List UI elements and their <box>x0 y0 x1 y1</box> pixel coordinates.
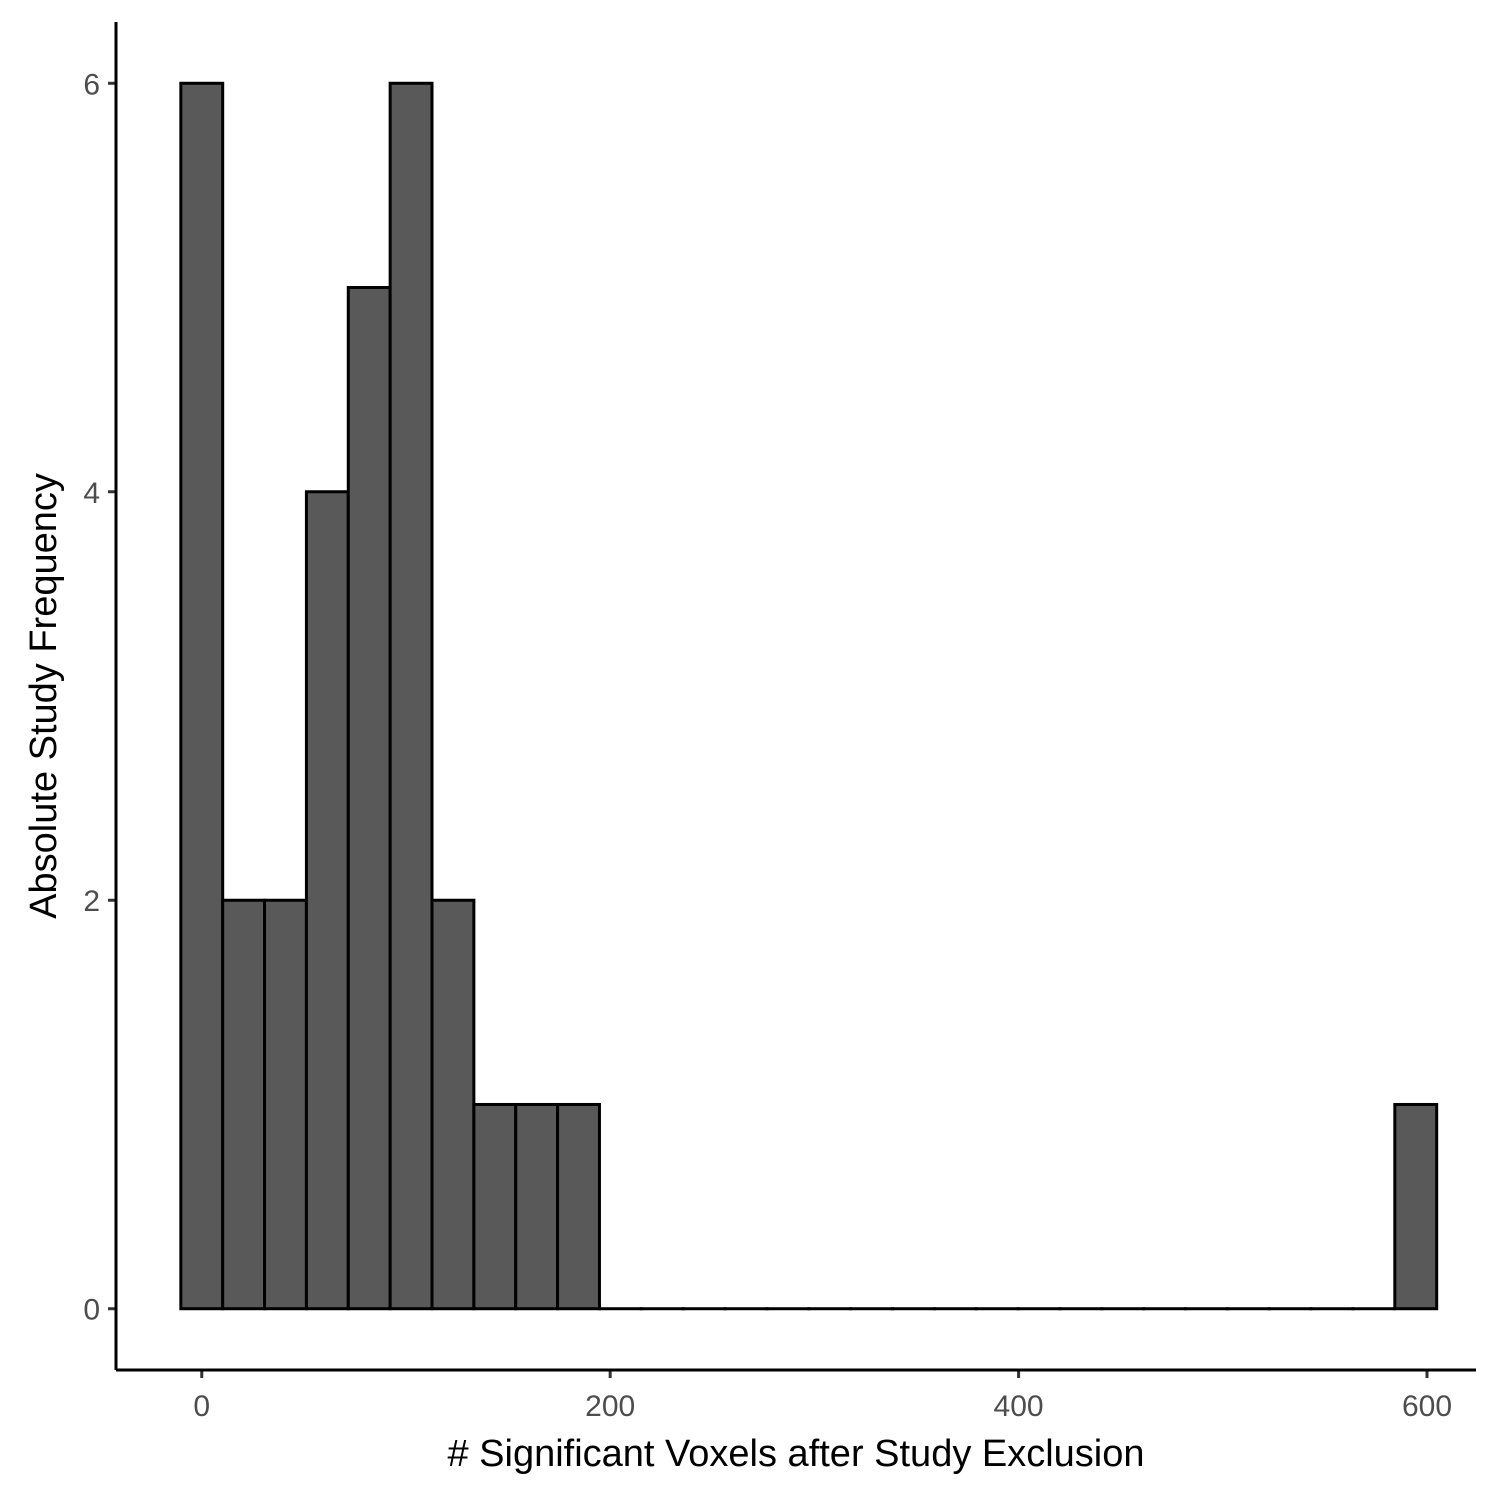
y-tick-label: 4 <box>83 477 100 510</box>
x-tick-label: 400 <box>994 1390 1044 1423</box>
histogram-bar <box>556 1102 601 1311</box>
y-tick-label: 0 <box>83 1294 100 1327</box>
histogram-bar <box>430 898 476 1311</box>
histogram-bar <box>179 81 225 1311</box>
x-tick-label: 200 <box>585 1390 635 1423</box>
histogram-bar <box>1393 1102 1439 1311</box>
histogram-bar <box>346 286 392 1311</box>
y-axis-title: Absolute Study Frequency <box>23 473 65 919</box>
x-axis-ticks: 0 200 400 600 <box>193 1370 1452 1423</box>
histogram-bar <box>472 1102 518 1311</box>
bars-group <box>179 81 1439 1311</box>
histogram-bar <box>263 898 308 1311</box>
x-tick-label: 0 <box>193 1390 210 1423</box>
histogram-bar <box>388 81 434 1311</box>
y-tick-label: 2 <box>83 885 100 918</box>
x-tick-label: 600 <box>1402 1390 1452 1423</box>
y-axis-ticks: 0 2 4 6 <box>83 68 116 1327</box>
histogram-bar <box>304 490 350 1311</box>
histogram-bar <box>221 898 267 1311</box>
x-axis-title: # Significant Voxels after Study Exclusi… <box>447 1433 1144 1475</box>
y-tick-label: 6 <box>83 68 100 101</box>
histogram-bar <box>514 1102 560 1311</box>
